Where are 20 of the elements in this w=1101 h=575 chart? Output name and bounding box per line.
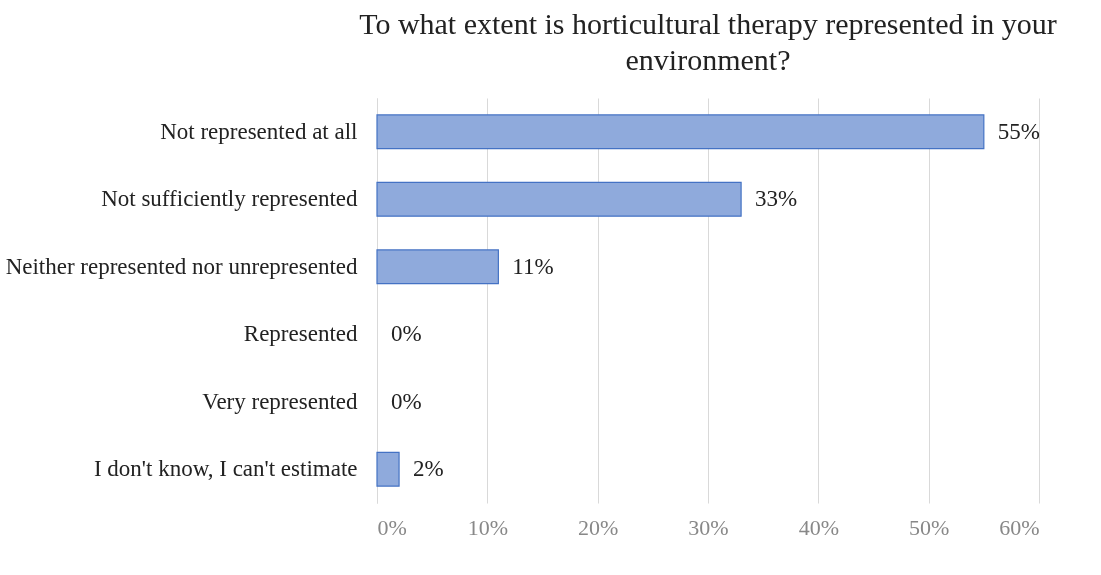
- data-label: 11%: [512, 253, 554, 279]
- y-tick-label: Neither represented nor unrepresented: [5, 253, 358, 279]
- data-label: 2%: [413, 456, 444, 482]
- x-tick-label: 30%: [688, 514, 729, 540]
- x-tick-label: 60%: [999, 514, 1040, 540]
- x-tick-label: 10%: [467, 514, 508, 540]
- y-tick-label: Very represented: [202, 388, 358, 414]
- y-tick-label: Represented: [243, 321, 358, 347]
- x-tick-label: 0%: [377, 514, 407, 540]
- data-label: 33%: [755, 186, 798, 212]
- data-label: 55%: [997, 118, 1041, 144]
- chart-title: To what extent is horticultural therapy represented in your environment?: [359, 7, 1057, 76]
- x-tick-label: 50%: [909, 514, 950, 540]
- y-tick-label: I don't know, I can't estimate: [93, 456, 358, 482]
- data-label: 0%: [391, 388, 422, 414]
- data-label: 0%: [391, 321, 422, 347]
- y-tick-label: Not sufficiently represented: [101, 186, 358, 212]
- x-tick-label: 20%: [578, 514, 619, 540]
- x-tick-label: 40%: [798, 514, 839, 540]
- y-tick-label: Not represented at all: [160, 118, 358, 144]
